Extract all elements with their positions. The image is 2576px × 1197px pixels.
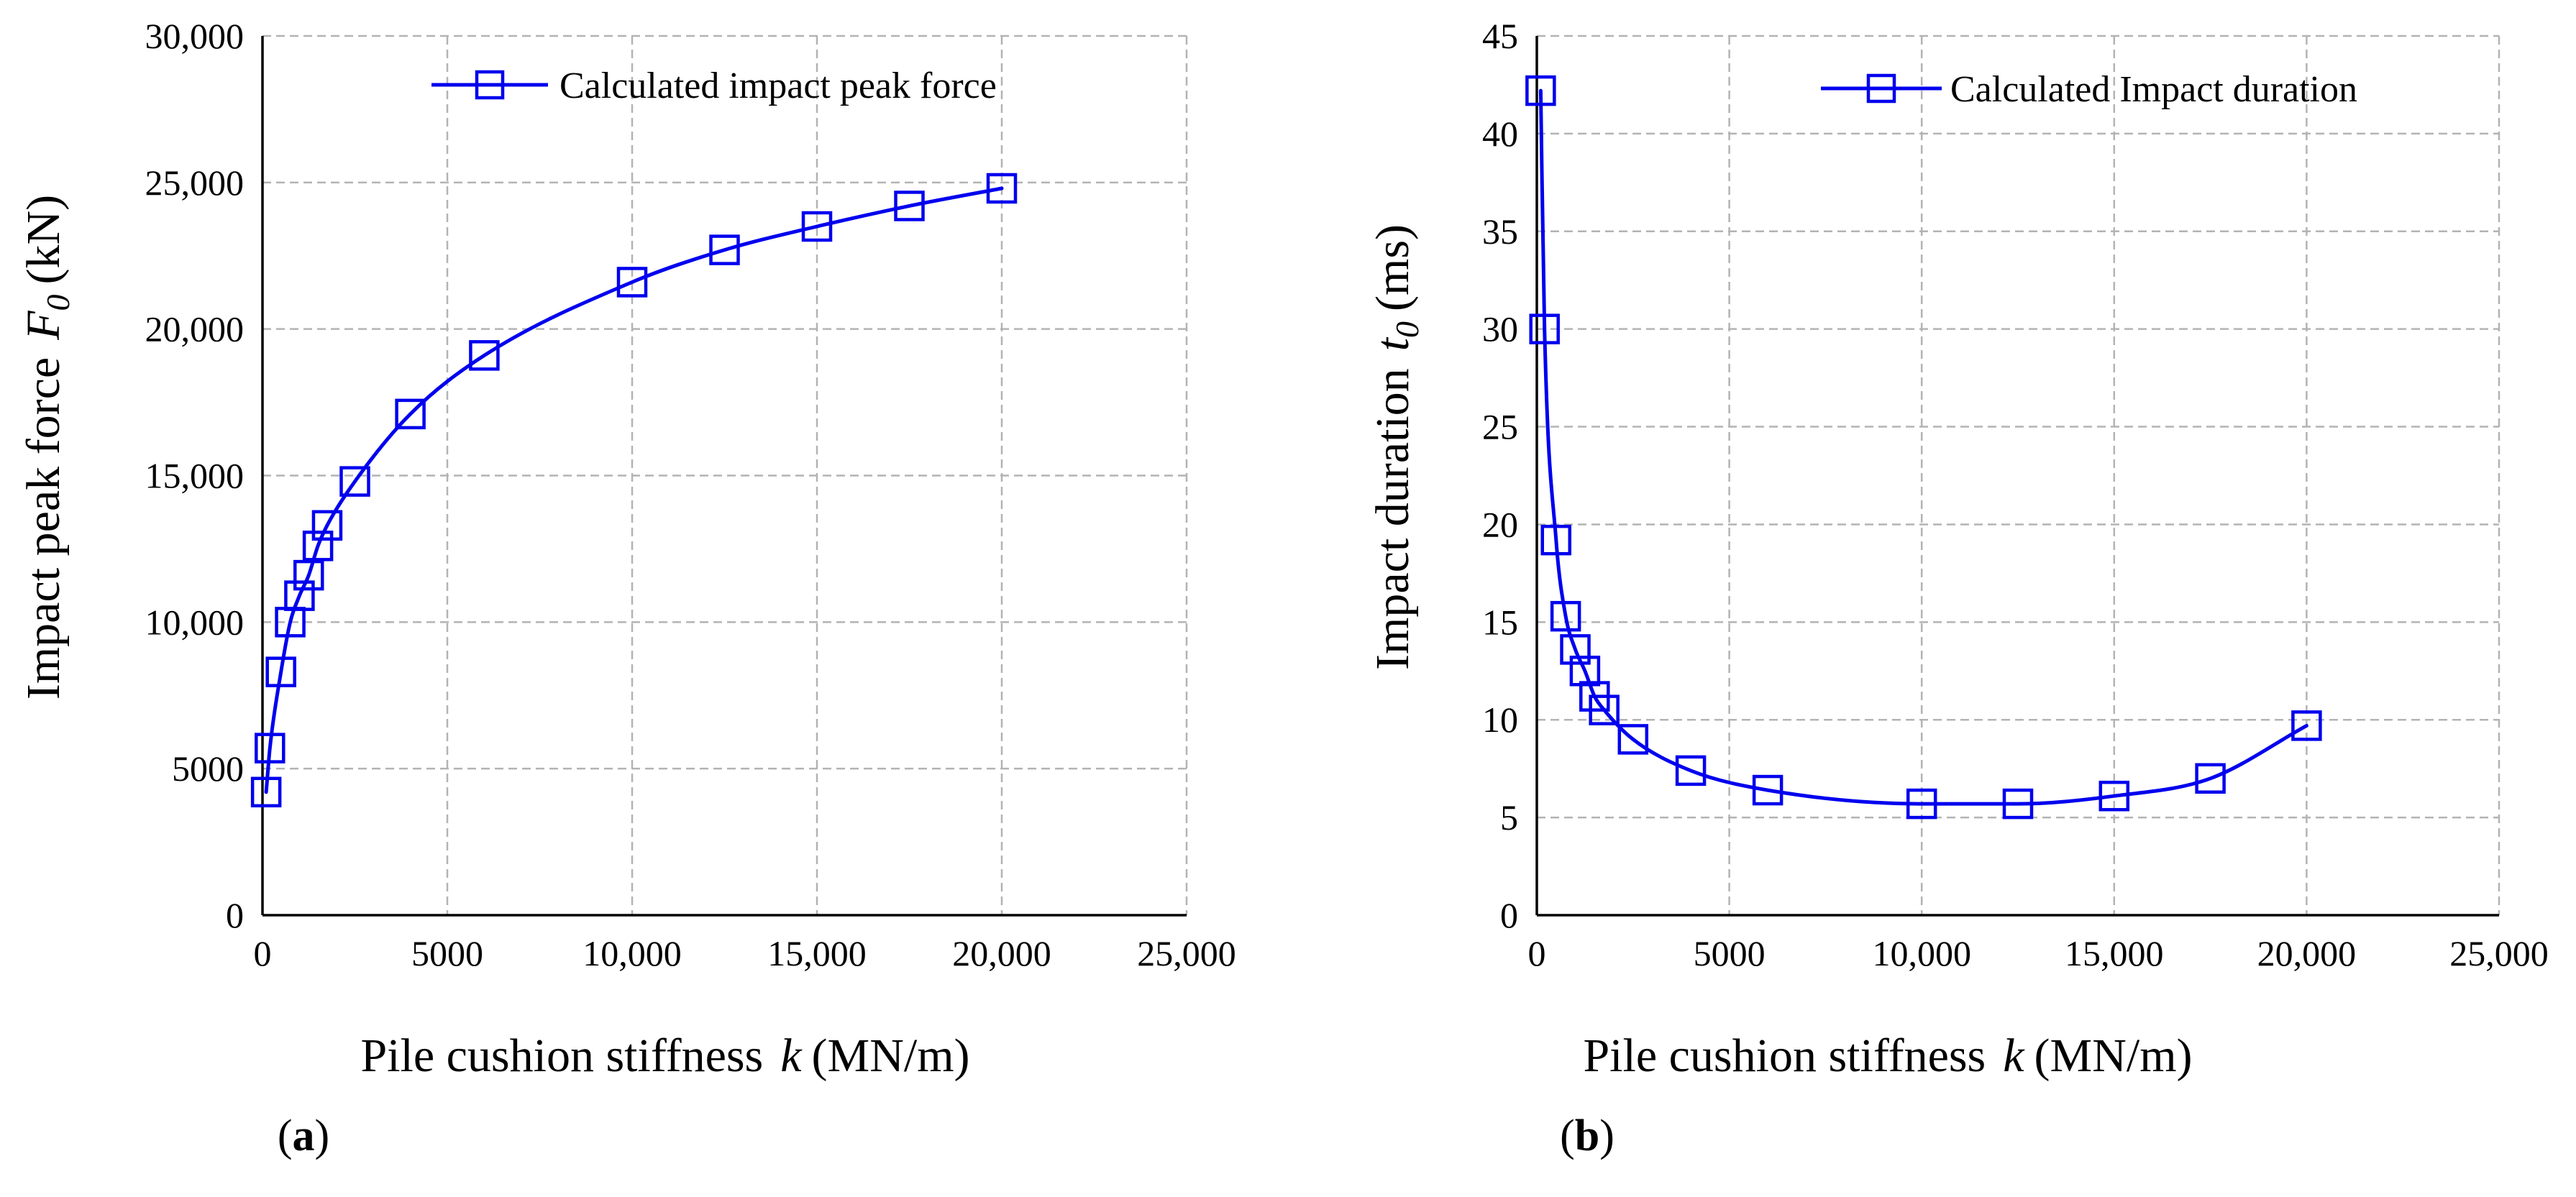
y-tick-label: 15,000 <box>145 456 245 496</box>
legend: Calculated Impact duration <box>1821 69 2357 110</box>
data-point <box>894 191 925 221</box>
x-tick-label: 0 <box>254 933 272 973</box>
y-tick-label: 35 <box>1482 211 1518 252</box>
y-axis-label: Impact duration t0 (ms) <box>1366 224 1425 670</box>
x-axis-label-main: Pile cushion stiffness <box>360 1029 763 1082</box>
x-tick-label: 15,000 <box>2065 933 2164 973</box>
x-tick-label: 10,000 <box>1872 933 1971 973</box>
data-point <box>395 398 426 430</box>
x-tick-label: 5000 <box>1694 933 1766 973</box>
y-tick-label: 15 <box>1482 602 1518 642</box>
y-tick-label: 20,000 <box>145 309 245 349</box>
x-axis-label-var: k <box>2003 1029 2025 1082</box>
y-tick-label: 10 <box>1482 700 1518 740</box>
series-line <box>1538 88 2308 806</box>
y-axis-label-units: (ms) <box>1366 224 1419 311</box>
x-tick-label: 10,000 <box>583 933 682 973</box>
y-tick-label: 25,000 <box>145 162 245 203</box>
data-point <box>1906 788 1937 820</box>
data-point <box>255 733 286 763</box>
legend-label: Calculated Impact duration <box>1950 69 2357 110</box>
data-point <box>250 776 282 808</box>
x-axis-label-units: (MN/m) <box>812 1029 970 1082</box>
data-point <box>1675 755 1707 786</box>
y-tick-label: 20 <box>1482 504 1518 544</box>
data-point <box>339 466 370 497</box>
y-tick-label: 30 <box>1482 309 1518 349</box>
x-axis-label-main: Pile cushion stiffness <box>1583 1029 1986 1082</box>
x-tick-label: 0 <box>1528 933 1546 973</box>
y-axis-label-main: Impact peak force <box>17 357 70 700</box>
series-line <box>264 186 1004 794</box>
data-point <box>2195 763 2226 794</box>
grid <box>262 35 1188 915</box>
x-axis-label-units: (MN/m) <box>2034 1029 2193 1082</box>
data-point <box>709 234 740 265</box>
data-point <box>1525 75 1556 106</box>
y-axis-label-sub: 0 <box>40 294 76 311</box>
data-point <box>2098 780 2130 812</box>
y-tick-label: 5 <box>1500 797 1518 838</box>
data-point <box>2002 788 2034 820</box>
y-tick-label: 5000 <box>172 748 244 789</box>
y-tick-label: 0 <box>1500 895 1518 935</box>
axes <box>261 36 1187 917</box>
y-tick-label: 45 <box>1482 16 1518 56</box>
y-axis-label: Impact peak force F0 (kN) <box>17 195 76 700</box>
data-point <box>1540 524 1572 556</box>
panel-label-a: (a) <box>278 1111 329 1160</box>
data-point <box>801 211 833 242</box>
x-tick-label: 5000 <box>411 933 483 973</box>
y-axis-label-main: Impact duration <box>1366 368 1419 670</box>
data-points <box>1525 75 2322 820</box>
legend: Calculated impact peak force <box>431 65 997 106</box>
y-tick-label: 40 <box>1482 114 1518 154</box>
y-tick-label: 10,000 <box>145 602 245 642</box>
data-point <box>1752 774 1783 806</box>
data-point <box>2291 710 2322 741</box>
tick-labels: 0 5000 10,000 15,000 20,000 25,000 0 5 10 15 20 25 3… <box>1482 16 2549 973</box>
data-point <box>986 173 1018 204</box>
x-tick-label: 15,000 <box>767 933 867 973</box>
data-point <box>1589 694 1620 725</box>
data-point <box>1617 724 1649 755</box>
x-tick-label: 25,000 <box>1137 933 1236 973</box>
data-point <box>1529 313 1560 344</box>
x-tick-label: 20,000 <box>952 933 1051 973</box>
y-axis-label-var: F <box>17 311 70 341</box>
legend-marker <box>1866 73 1896 104</box>
data-point <box>293 559 324 591</box>
legend-marker <box>475 70 505 100</box>
data-point <box>616 267 648 298</box>
series-curve <box>264 186 1004 794</box>
x-tick-label: 20,000 <box>2257 933 2357 973</box>
axes <box>1535 36 2499 917</box>
x-axis-label: Pile cushion stiffness k (MN/m) <box>360 1029 969 1082</box>
data-point <box>311 510 343 541</box>
y-tick-label: 25 <box>1482 407 1518 447</box>
series-curve <box>1538 88 2308 806</box>
y-axis-label-sub: 0 <box>1389 321 1425 338</box>
chart-a: 0 5000 10,000 15,000 20,000 25,000 0 5000 10,000… <box>17 16 1236 1160</box>
x-axis-label-var: k <box>780 1029 803 1082</box>
y-axis-label-units: (kN) <box>17 195 70 285</box>
data-point <box>469 340 500 371</box>
y-tick-label: 0 <box>226 895 244 935</box>
data-point <box>284 580 315 611</box>
data-point <box>1550 600 1581 632</box>
x-axis-label: Pile cushion stiffness k (MN/m) <box>1583 1029 2192 1082</box>
y-tick-label: 30,000 <box>145 16 245 56</box>
panel-label-b: (b) <box>1560 1111 1614 1160</box>
legend-label: Calculated impact peak force <box>559 65 997 106</box>
data-point <box>1560 634 1591 665</box>
tick-labels: 0 5000 10,000 15,000 20,000 25,000 0 5000 10,000… <box>145 16 1236 973</box>
y-axis-label-var: t <box>1366 336 1419 351</box>
data-point <box>265 656 296 687</box>
chart-b: 0 5000 10,000 15,000 20,000 25,000 0 5 10 15 20 25 3… <box>1366 16 2549 1160</box>
data-points <box>250 173 1018 808</box>
data-point <box>1569 656 1601 687</box>
x-tick-label: 25,000 <box>2449 933 2549 973</box>
data-point <box>302 531 334 561</box>
